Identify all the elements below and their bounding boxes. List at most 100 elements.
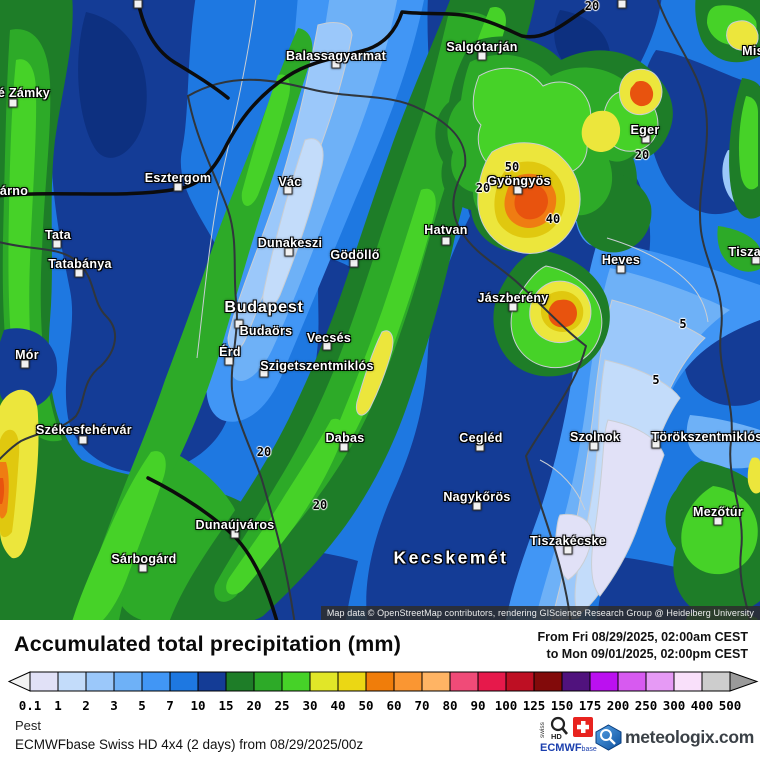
city-label: Heves	[601, 253, 641, 267]
city-label: Dabas	[325, 431, 365, 445]
city-label: Vecsés	[306, 331, 352, 345]
city-marker	[173, 182, 183, 192]
swiss-hd-model-logo[interactable]: swiss HD ECMWFbase	[538, 714, 600, 758]
scale-tick-label: 60	[386, 698, 401, 713]
region-label: Pest	[15, 718, 42, 733]
city-label: Dunakeszi	[257, 236, 323, 250]
city-marker	[322, 341, 332, 351]
city-label: Eger	[630, 123, 660, 137]
city-label: Jászberény	[477, 291, 549, 305]
meteologix-logo[interactable]: meteologix.com	[595, 724, 754, 751]
scale-cell	[393, 671, 423, 692]
scale-tick-label: 500	[719, 698, 742, 713]
city-marker	[20, 359, 30, 369]
scale-tick-label: 90	[470, 698, 485, 713]
scale-tick-label: 400	[691, 698, 714, 713]
city-marker	[508, 302, 518, 312]
scale-cell	[477, 671, 507, 692]
city-marker	[133, 0, 143, 9]
scale-cell	[197, 671, 227, 692]
legend-title: Accumulated total precipitation (mm)	[14, 632, 402, 656]
city-label: Esztergom	[144, 171, 212, 185]
city-marker	[641, 134, 651, 144]
scale-cell	[57, 671, 87, 692]
city-label: Mór	[15, 348, 39, 362]
city-marker	[138, 563, 148, 573]
city-label: Tiszaf	[728, 245, 760, 259]
city-label: Érd	[219, 345, 241, 359]
city-label: Cegléd	[459, 431, 503, 445]
city-label: Mezőtúr	[692, 505, 744, 519]
city-marker	[259, 368, 269, 378]
city-label: Székesfehérvár	[36, 423, 132, 437]
scale-cell	[141, 671, 171, 692]
city-label: Budapest	[224, 299, 304, 316]
scale-tick-label: 250	[635, 698, 658, 713]
scale-tick-label: 7	[166, 698, 174, 713]
scale-cell	[253, 671, 283, 692]
forecast-period: From Fri 08/29/2025, 02:00am CEST to Mon…	[537, 629, 748, 663]
meteologix-cube-icon	[595, 724, 622, 751]
scale-cell	[673, 671, 703, 692]
scale-tick-label: 15	[218, 698, 233, 713]
city-label: Budaörs	[239, 324, 293, 338]
scale-tick-label: 25	[274, 698, 289, 713]
scale-tick-label: 10	[190, 698, 205, 713]
scale-cell	[169, 671, 199, 692]
map-attribution: Map data © OpenStreetMap contributors, r…	[320, 606, 760, 620]
scale-tick-label: 175	[579, 698, 602, 713]
scale-tick-label: 30	[302, 698, 317, 713]
city-label: Törökszentmiklós	[651, 430, 760, 444]
ecmwf-base-label: ECMWFbase	[540, 742, 597, 754]
contour-value-label: 20	[312, 498, 328, 512]
city-marker	[8, 98, 18, 108]
color-scale: 0.1 1 2 3 5 7 10 15 20 25 30 40 50 60 70 80 90 100 125 150 1…	[7, 671, 759, 713]
magnifier-icon	[550, 716, 566, 732]
city-marker	[513, 185, 523, 195]
city-marker	[477, 51, 487, 61]
scale-cell	[589, 671, 619, 692]
city-marker	[78, 435, 88, 445]
scale-cell	[309, 671, 339, 692]
city-marker	[563, 545, 573, 555]
legend-panel: Accumulated total precipitation (mm) Fro…	[0, 620, 760, 760]
city-label: Salgótarján	[446, 40, 518, 54]
scale-tick-label: 40	[330, 698, 345, 713]
city-label: Tiszakécske	[529, 534, 607, 548]
scale-cell	[421, 671, 451, 692]
city-marker	[224, 356, 234, 366]
scale-tick-label: 2	[82, 698, 90, 713]
city-label: árno	[0, 184, 29, 198]
scale-tick-label: 125	[523, 698, 546, 713]
city-marker	[651, 439, 661, 449]
scale-tick-label: 70	[414, 698, 429, 713]
city-marker	[52, 239, 62, 249]
scale-cell	[85, 671, 115, 692]
city-label: Mis	[742, 44, 760, 58]
city-marker	[331, 59, 341, 69]
contour-value-label: 20	[634, 148, 650, 162]
scale-tick-label: 80	[442, 698, 457, 713]
scale-arrow-left	[7, 671, 31, 692]
hd-text: HD	[551, 732, 562, 741]
city-marker	[234, 319, 244, 329]
scale-cell	[113, 671, 143, 692]
precipitation-map[interactable]: é Zámky árno Esztergom Balassagyarmat Salgót…	[0, 0, 760, 620]
magnifier-handle-icon	[561, 727, 569, 735]
scale-tick-label: 20	[246, 698, 261, 713]
city-label: Sárbogárd	[111, 552, 177, 566]
map-label-layer: é Zámky árno Esztergom Balassagyarmat Salgót…	[0, 0, 760, 573]
city-marker	[713, 516, 723, 526]
scale-cell	[365, 671, 395, 692]
city-marker	[349, 258, 359, 268]
scale-tick-label: 200	[607, 698, 630, 713]
scale-tick-label: 1	[54, 698, 62, 713]
city-marker	[475, 442, 485, 452]
contour-value-label: 50	[504, 160, 520, 174]
city-label: Dunaújváros	[195, 518, 275, 532]
scale-cell	[337, 671, 367, 692]
city-marker	[441, 236, 451, 246]
contour-value-label: 20	[584, 0, 600, 13]
swiss-hd-icon: swiss HD	[539, 716, 593, 741]
city-marker	[230, 529, 240, 539]
